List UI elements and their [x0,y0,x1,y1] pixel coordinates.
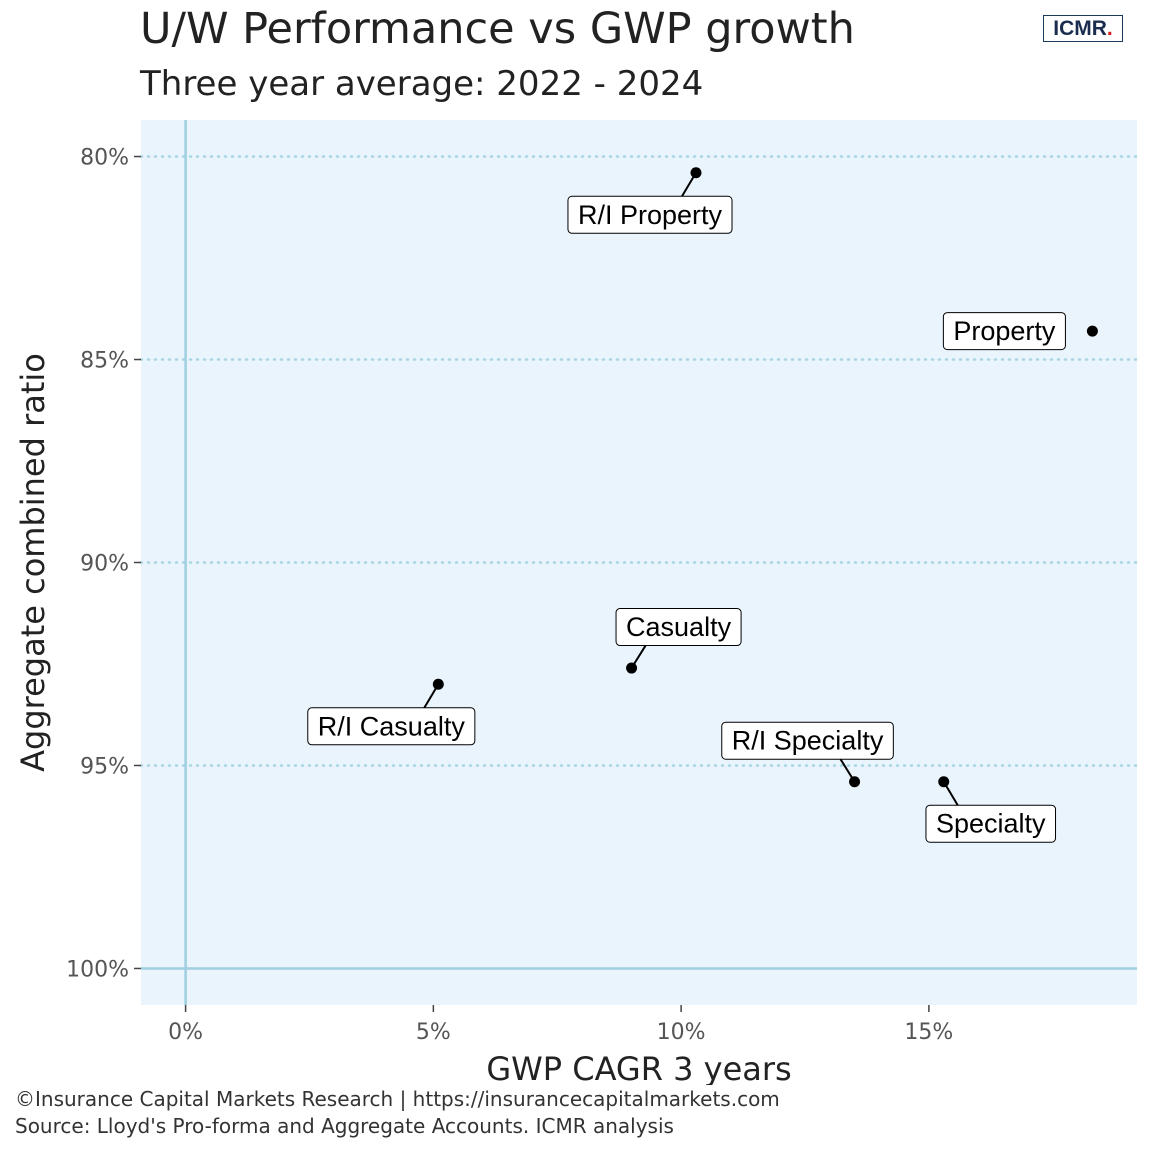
point-label: R/I Specialty [732,726,884,756]
chart-title: U/W Performance vs GWP growth [140,4,855,54]
x-tick-label: 0% [168,1020,203,1045]
logo-text: ICMR [1053,17,1107,40]
data-point [1086,325,1098,337]
x-axis-title: GWP CAGR 3 years [486,1050,791,1085]
y-tick-label: 100% [66,957,129,982]
point-label-box [721,721,894,760]
point-label: Specialty [936,809,1046,839]
point-label-box [307,707,476,746]
logo-dot: . [1106,17,1113,40]
data-point [938,776,950,788]
point-label: Casualty [626,612,732,642]
point-label-box [925,804,1057,843]
point-label: R/I Casualty [318,711,466,741]
point-label: Property [953,316,1056,346]
point-label: R/I Property [578,200,723,230]
data-point [849,776,861,788]
x-tick-label: 5% [416,1020,451,1045]
y-tick-label: 85% [80,349,129,374]
source-footer: Source: Lloyd's Pro-forma and Aggregate … [15,1114,674,1138]
copyright-footer: ©Insurance Capital Markets Research | ht… [15,1087,780,1111]
data-point [626,662,638,674]
y-axis-title: Aggregate combined ratio [14,353,52,772]
point-label-box [615,608,742,647]
x-tick-label: 15% [904,1020,953,1045]
chart-subtitle: Three year average: 2022 - 2024 [140,64,704,104]
y-tick-label: 90% [80,552,129,577]
data-point [432,678,444,690]
data-point [690,167,702,179]
x-tick-label: 10% [657,1020,706,1045]
y-tick-label: 95% [80,754,129,779]
point-label-box [567,195,733,234]
point-label-box [942,312,1066,351]
icmr-logo: ICMR. [1043,15,1123,42]
scatter-chart: 80% 85% 90% 95% 100% 0% 5% 10% 15% GWP CAGR 3 yea… [14,120,1139,1085]
y-tick-label: 80% [80,146,129,171]
